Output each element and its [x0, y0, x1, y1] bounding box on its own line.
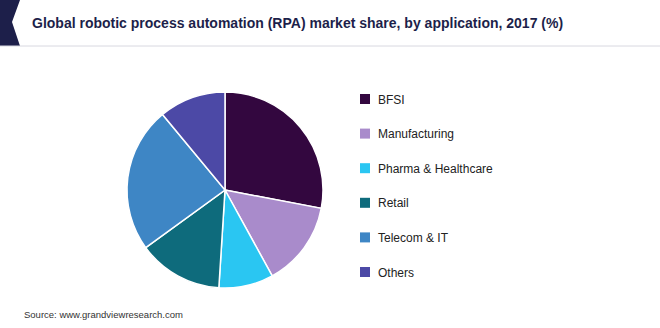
pie-slice [225, 92, 323, 208]
legend-item: BFSI [360, 93, 405, 107]
legend-item: Others [360, 266, 414, 280]
legend-item: Telecom & IT [360, 231, 449, 245]
legend-swatch [360, 129, 370, 139]
legend-item: Retail [360, 196, 409, 210]
legend-swatch [360, 94, 370, 104]
legend-label: Telecom & IT [378, 231, 449, 245]
legend-swatch [360, 232, 370, 242]
legend-label: Manufacturing [378, 127, 454, 141]
legend-label: Retail [378, 196, 409, 210]
legend-item: Manufacturing [360, 127, 454, 141]
header-rule [0, 46, 660, 47]
legend-label: BFSI [378, 93, 405, 107]
legend: BFSI Manufacturing Pharma & Healthcare Reta… [360, 93, 493, 280]
legend-swatch [360, 198, 370, 208]
legend-swatch [360, 267, 370, 277]
legend-label: Pharma & Healthcare [378, 162, 493, 176]
legend-item: Pharma & Healthcare [360, 162, 493, 176]
pie-slice [219, 190, 272, 288]
pie-slice [163, 92, 225, 190]
legend-swatch [360, 163, 370, 173]
legend-label: Others [378, 266, 414, 280]
header-decoration [0, 0, 20, 46]
chart: Global robotic process automation (RPA) … [0, 0, 660, 328]
pie [127, 92, 323, 288]
chart-title: Global robotic process automation (RPA) … [32, 15, 563, 31]
source-note: Source: www.grandviewresearch.com [24, 309, 183, 320]
